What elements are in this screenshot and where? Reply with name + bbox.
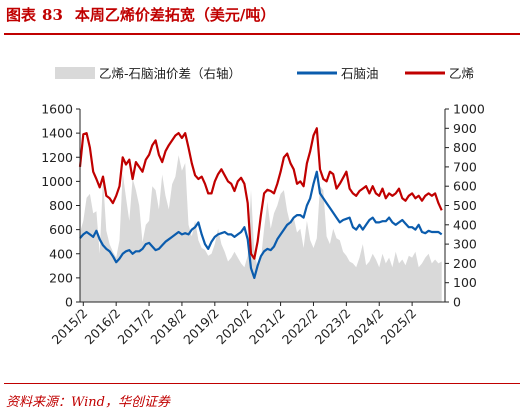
x-tick-label: 2017/2 bbox=[114, 306, 156, 348]
x-tick-label: 2015/2 bbox=[49, 306, 91, 348]
right-tick-label: 0 bbox=[453, 295, 461, 310]
left-tick-label: 1400 bbox=[41, 126, 73, 141]
legend-label-ethylene: 乙烯 bbox=[449, 66, 474, 81]
right-tick-label: 600 bbox=[453, 179, 477, 194]
figure-number: 83 bbox=[42, 6, 63, 24]
left-tick-label: 1600 bbox=[41, 102, 73, 117]
right-tick-label: 300 bbox=[453, 237, 477, 252]
right-tick-label: 400 bbox=[453, 217, 477, 232]
left-tick-label: 1200 bbox=[41, 150, 73, 165]
left-tick-label: 600 bbox=[49, 222, 73, 237]
legend-swatch-spread bbox=[55, 67, 95, 79]
x-tick-label: 2018/2 bbox=[147, 306, 189, 348]
left-tick-label: 0 bbox=[65, 295, 73, 310]
right-tick-label: 100 bbox=[453, 275, 477, 290]
source-rule bbox=[4, 383, 520, 384]
x-tick-label: 2016/2 bbox=[82, 306, 124, 348]
naphtha-line bbox=[79, 170, 443, 279]
x-tick-label: 2021/2 bbox=[246, 306, 288, 348]
x-tick-label: 2020/2 bbox=[213, 306, 255, 348]
left-tick-label: 200 bbox=[49, 270, 73, 285]
figure-title: 图表 83 本周乙烯价差拓宽（美元/吨） bbox=[6, 4, 275, 25]
x-tick-label: 2022/2 bbox=[279, 306, 321, 348]
legend-label-naphtha: 石脑油 bbox=[341, 66, 379, 81]
right-tick-label: 700 bbox=[453, 159, 477, 174]
legend: 乙烯-石脑油价差（右轴） 石脑油 乙烯 bbox=[55, 66, 474, 81]
x-tick-label: 2024/2 bbox=[345, 306, 387, 348]
right-tick-label: 1000 bbox=[453, 102, 485, 117]
left-tick-label: 400 bbox=[49, 246, 73, 261]
right-tick-label: 900 bbox=[453, 121, 477, 136]
title-rule bbox=[4, 33, 520, 35]
ethylene-line bbox=[78, 127, 443, 260]
right-tick-label: 800 bbox=[453, 140, 477, 155]
right-tick-label: 200 bbox=[453, 256, 477, 271]
legend-label-spread: 乙烯-石脑油价差（右轴） bbox=[99, 66, 241, 81]
x-tick-label: 2025/2 bbox=[378, 306, 420, 348]
left-tick-label: 800 bbox=[49, 198, 73, 213]
spread-area bbox=[80, 155, 442, 302]
spread-area-layer bbox=[80, 155, 442, 302]
x-tick-label: 2023/2 bbox=[312, 306, 354, 348]
figure-label: 图表 bbox=[6, 6, 37, 24]
chart: 乙烯-石脑油价差（右轴） 石脑油 乙烯 0200400600800100012001… bbox=[41, 66, 485, 348]
right-tick-label: 500 bbox=[453, 198, 477, 213]
source-note: 资料来源：Wind，华创证券 bbox=[6, 395, 170, 410]
x-tick-label: 2019/2 bbox=[180, 306, 222, 348]
figure-name: 本周乙烯价差拓宽（美元/吨） bbox=[74, 6, 276, 24]
left-tick-label: 1000 bbox=[41, 174, 73, 189]
line-layer bbox=[78, 127, 443, 279]
